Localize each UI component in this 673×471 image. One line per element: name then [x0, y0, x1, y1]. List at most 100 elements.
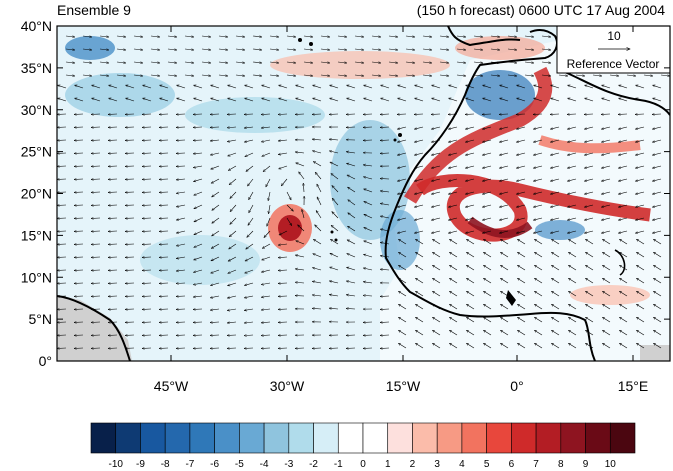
map-plot-area: [57, 26, 670, 361]
wind-vector: [636, 304, 645, 310]
wind-vector: [248, 191, 254, 200]
wind-vector: [635, 217, 645, 220]
wind-vector: [432, 252, 441, 258]
wind-vector: [397, 126, 407, 129]
wind-vector: [330, 252, 339, 258]
wind-vector: [602, 291, 611, 297]
wind-vector: [449, 343, 458, 349]
wind-vector: [194, 217, 203, 223]
wind-vector: [516, 230, 526, 233]
lon-tick-label: 45°W: [154, 378, 189, 394]
wind-vector: [286, 62, 296, 63]
wind-vector: [363, 165, 373, 166]
wind-vector: [500, 252, 509, 258]
wind-vector: [380, 229, 390, 232]
wind-vector: [248, 217, 254, 225]
wind-vector: [652, 139, 662, 142]
wind-vector: [380, 269, 390, 270]
wind-vector: [635, 152, 645, 155]
island: [334, 238, 338, 242]
wind-vector: [635, 191, 645, 194]
wind-vector: [388, 75, 398, 76]
colorbar-swatch: [288, 422, 314, 454]
wind-vector: [263, 165, 271, 172]
wind-vector: [380, 203, 390, 206]
wind-vector: [261, 127, 271, 128]
wind-vector: [482, 126, 492, 129]
wind-vector: [619, 317, 628, 323]
colorbar-swatch: [362, 422, 389, 454]
wind-vector: [244, 335, 254, 336]
wind-vector: [601, 152, 611, 155]
wind-vector: [316, 184, 322, 193]
colorbar-label: 2: [410, 459, 416, 470]
wind-vector: [431, 98, 441, 102]
wind-vector: [133, 75, 143, 76]
wind-vector: [432, 317, 441, 323]
wind-vector: [517, 239, 526, 245]
wind-vector: [618, 126, 628, 129]
island: [298, 38, 302, 42]
lon-tick-label: 15°E: [618, 378, 649, 394]
wind-vector: [619, 265, 628, 271]
wind-vector: [653, 252, 662, 258]
wind-vector: [218, 36, 228, 37]
wind-vector: [619, 343, 628, 349]
wind-vector: [448, 204, 458, 207]
wind-vector: [201, 75, 211, 76]
wind-vector: [286, 36, 296, 37]
anomaly-patch: [140, 235, 260, 285]
wind-vector: [483, 291, 492, 297]
colorbar-label: -8: [161, 459, 170, 470]
wind-vector: [346, 308, 356, 309]
colorbar-label: -7: [185, 459, 194, 470]
wind-vector: [346, 281, 356, 284]
wind-vector: [499, 139, 509, 142]
wind-vector: [482, 139, 492, 142]
wind-vector: [585, 278, 594, 284]
wind-vector: [227, 127, 237, 128]
wind-vector: [364, 227, 373, 232]
wind-vector: [398, 304, 407, 310]
wind-vector: [533, 230, 543, 233]
wind-vector: [346, 85, 356, 89]
wind-vector: [448, 139, 458, 142]
wind-vector: [193, 269, 203, 272]
wind-vector: [230, 191, 237, 199]
wind-vector: [619, 239, 628, 245]
wind-vector: [227, 98, 237, 102]
wind-vector: [65, 62, 75, 63]
wind-vector: [194, 230, 203, 235]
wind-vector: [568, 330, 577, 336]
wind-vector: [567, 165, 577, 168]
wind-vector: [652, 165, 662, 168]
wind-vector: [533, 126, 543, 129]
wind-vector: [398, 330, 407, 336]
wind-vector: [286, 204, 293, 211]
wind-vector: [99, 62, 109, 63]
wind-vector: [517, 317, 526, 323]
wind-vector: [262, 152, 271, 156]
colorbar-swatch: [609, 422, 636, 454]
wind-vector: [499, 191, 509, 194]
colorbar-label: -3: [284, 459, 293, 470]
wind-vector: [618, 204, 628, 207]
wind-vector: [265, 178, 271, 187]
coastline-iberia: [447, 26, 521, 47]
wind-vector: [159, 98, 169, 102]
wind-vector: [466, 265, 475, 271]
wind-vector: [541, 49, 551, 50]
wind-vector: [618, 139, 628, 142]
wind-vector: [211, 230, 220, 236]
wind-vector: [363, 98, 373, 102]
wind-vector: [602, 239, 611, 245]
wind-vector: [228, 269, 237, 273]
island: [330, 230, 334, 234]
wind-vector: [466, 343, 475, 349]
wind-vector: [346, 163, 356, 167]
wind-vector: [585, 239, 594, 245]
wind-vector: [517, 304, 526, 310]
wind-vector: [499, 126, 509, 129]
wind-vector: [415, 317, 424, 323]
wind-vector: [380, 242, 390, 245]
